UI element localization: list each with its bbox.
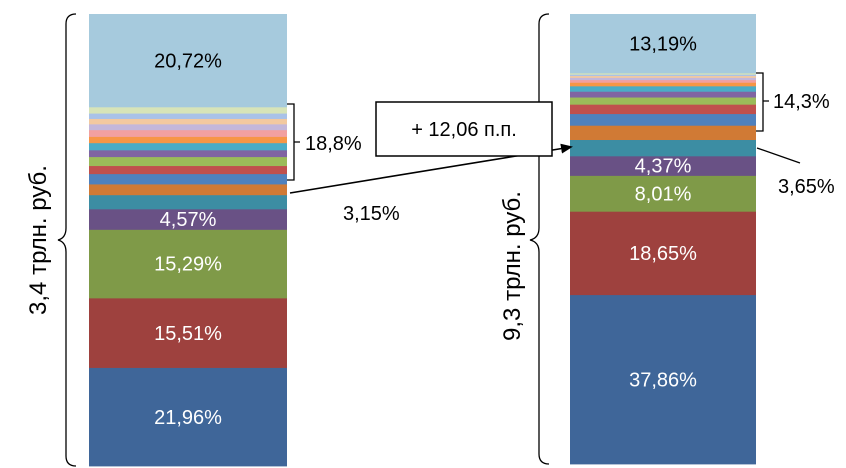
annotations-group: 3,4 трлн. руб. 9,3 трлн. руб. 18,8% 14,3… (25, 13, 835, 467)
bar1-segment-15 (89, 118, 287, 125)
bar1-segment-5 (89, 194, 287, 210)
bar2-segment-label-2: 18,65% (629, 243, 697, 265)
bar1-segment-6 (89, 184, 287, 196)
bar2-segment-18 (570, 14, 756, 74)
bar2-segment-3 (570, 175, 756, 212)
bar2-segment-8 (570, 104, 756, 115)
bar2-segment-4 (570, 155, 756, 176)
left-total-label: 3,4 трлн. руб. (25, 165, 52, 315)
bar1-segment-4 (89, 208, 287, 230)
right-total-label: 9,3 трлн. руб. (499, 191, 526, 341)
bar1-segment-12 (89, 136, 287, 144)
bar1-segment-7 (89, 173, 287, 185)
bar2-segment-14 (570, 77, 756, 81)
right-group-label: 14,3% (773, 91, 830, 113)
change-label: + 12,06 п.п. (411, 119, 517, 141)
right-group-bracket (756, 72, 769, 132)
bar1-segment-label-18: 20,72% (154, 50, 222, 72)
bar1-segment-10 (89, 149, 287, 158)
bar2-segment-1 (570, 294, 756, 465)
bar1-segment-3 (89, 229, 287, 299)
right-small-leader (756, 147, 801, 164)
bar1-segment-13 (89, 129, 287, 137)
bar2-segment-7 (570, 113, 756, 126)
bar2-segment-13 (570, 79, 756, 83)
bar1-segment-8 (89, 165, 287, 175)
bar1-segment-18 (89, 14, 287, 108)
bar1-segment-2 (89, 297, 287, 368)
bar2-segment-12 (570, 82, 756, 87)
bar1-segment-17 (89, 106, 287, 114)
right-total-brace (529, 13, 550, 465)
bar2-segment-17 (570, 72, 756, 75)
bar1-segment-label-2: 15,51% (154, 323, 222, 345)
bar2-segment-9 (570, 97, 756, 105)
bar2-segment-label-3: 8,01% (635, 183, 692, 205)
bar1-segment-16 (89, 113, 287, 119)
bar1-segment-9 (89, 156, 287, 167)
bar1-segment-1 (89, 367, 287, 467)
left-group-label: 18,8% (305, 133, 362, 155)
left-small-label: 3,15% (343, 203, 400, 225)
bar1-segment-label-3: 15,29% (154, 254, 222, 276)
left-group-bracket (287, 103, 300, 181)
bar2-segment-16 (570, 74, 756, 77)
bar1-segment-11 (89, 142, 287, 151)
bar1-segment-label-4: 4,57% (160, 209, 217, 231)
bar2-segment-label-18: 13,19% (629, 33, 697, 55)
bar2-segment-label-1: 37,86% (629, 369, 697, 391)
left-total-brace (57, 13, 77, 467)
bar2-segment-5 (570, 139, 756, 157)
bar2-segment-10 (570, 91, 756, 98)
bar1-segment-label-1: 21,96% (154, 407, 222, 429)
bar1-segment-14 (89, 123, 287, 131)
bar2-segment-label-4: 4,37% (635, 156, 692, 178)
change-box (375, 101, 553, 157)
right-small-label: 3,65% (778, 176, 835, 198)
bar2-segment-11 (570, 85, 756, 92)
bars-group: 21,96% 15,51% 15,29% 4,57% 20,72% 37,86% 18,65… (89, 14, 756, 467)
bar2-segment-15 (570, 75, 756, 78)
bar2-segment-6 (570, 125, 756, 141)
bar2-segment-2 (570, 211, 756, 296)
